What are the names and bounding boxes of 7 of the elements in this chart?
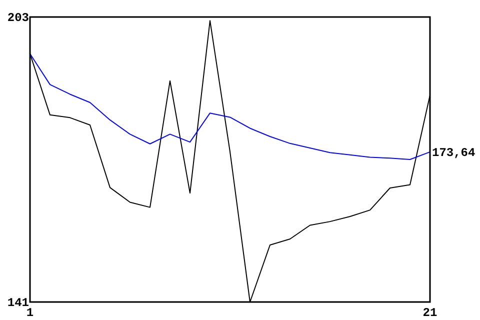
line-series xyxy=(30,20,430,302)
y-tick-label: 203 xyxy=(7,11,29,26)
annotation: 173,64 xyxy=(432,146,476,160)
y-tick-label: 141 xyxy=(7,296,29,310)
line-series xyxy=(30,53,430,160)
x-tick-label: 21 xyxy=(422,306,438,320)
x-tick-label: 1 xyxy=(26,306,34,320)
